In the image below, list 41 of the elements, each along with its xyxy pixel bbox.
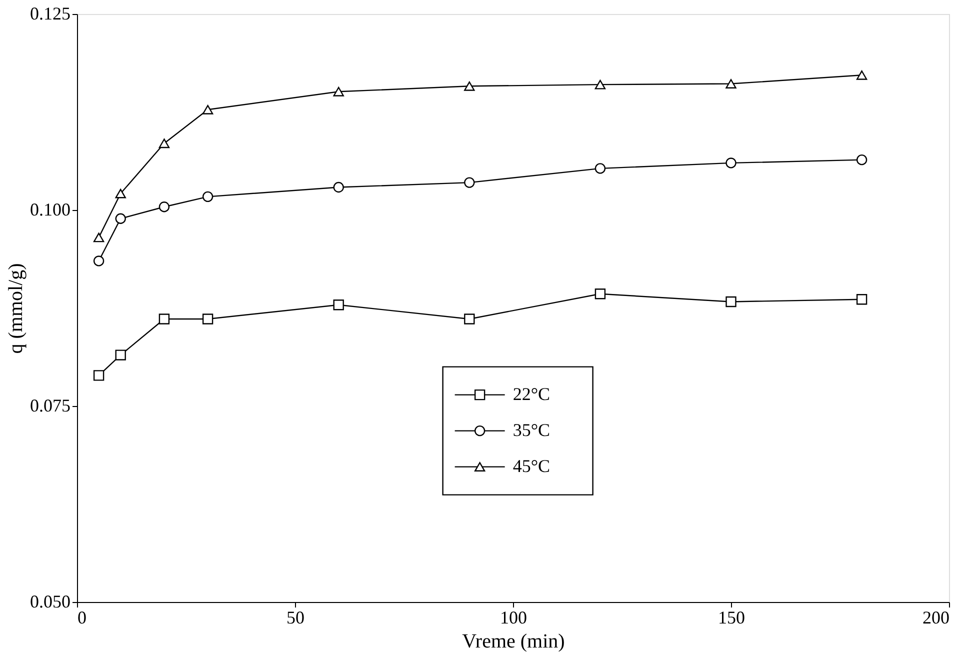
legend-label: 35°C (512, 420, 550, 440)
point (594, 163, 606, 174)
x-axis-title: Vreme (min) (462, 630, 565, 652)
point (464, 314, 475, 324)
point (856, 70, 868, 80)
point (594, 288, 606, 300)
x-tick-label: 200 (922, 608, 950, 628)
point (115, 188, 126, 198)
point (158, 202, 170, 212)
point (856, 154, 868, 166)
point (333, 86, 344, 96)
point (93, 370, 104, 381)
point (726, 79, 736, 88)
y-axis-title: q (mmol/g) (5, 263, 27, 354)
y-tick-label: 0.100 (30, 200, 70, 220)
point (202, 314, 214, 324)
point (856, 294, 868, 305)
point (464, 177, 475, 188)
legend-label: 22°C (512, 384, 550, 404)
point (115, 350, 126, 360)
point (464, 81, 475, 91)
x-tick-label: 0 (78, 608, 86, 628)
x-tick-label: 50 (286, 608, 304, 628)
point (333, 182, 344, 193)
point (158, 314, 170, 324)
y-tick-label: 0.075 (30, 396, 70, 416)
y-tick-label: 0.050 (30, 592, 70, 612)
point (158, 138, 170, 148)
point (93, 256, 104, 266)
point (202, 191, 214, 202)
point (594, 80, 606, 90)
y-tick-label: 0.125 (30, 4, 70, 24)
point (726, 296, 736, 308)
point (726, 158, 736, 168)
x-tick-label: 100 (500, 608, 527, 628)
x-tick-label: 150 (718, 608, 745, 628)
point (202, 104, 214, 114)
point (93, 232, 104, 242)
point (333, 300, 344, 310)
point (115, 213, 126, 224)
legend-label: 45°C (512, 456, 550, 476)
